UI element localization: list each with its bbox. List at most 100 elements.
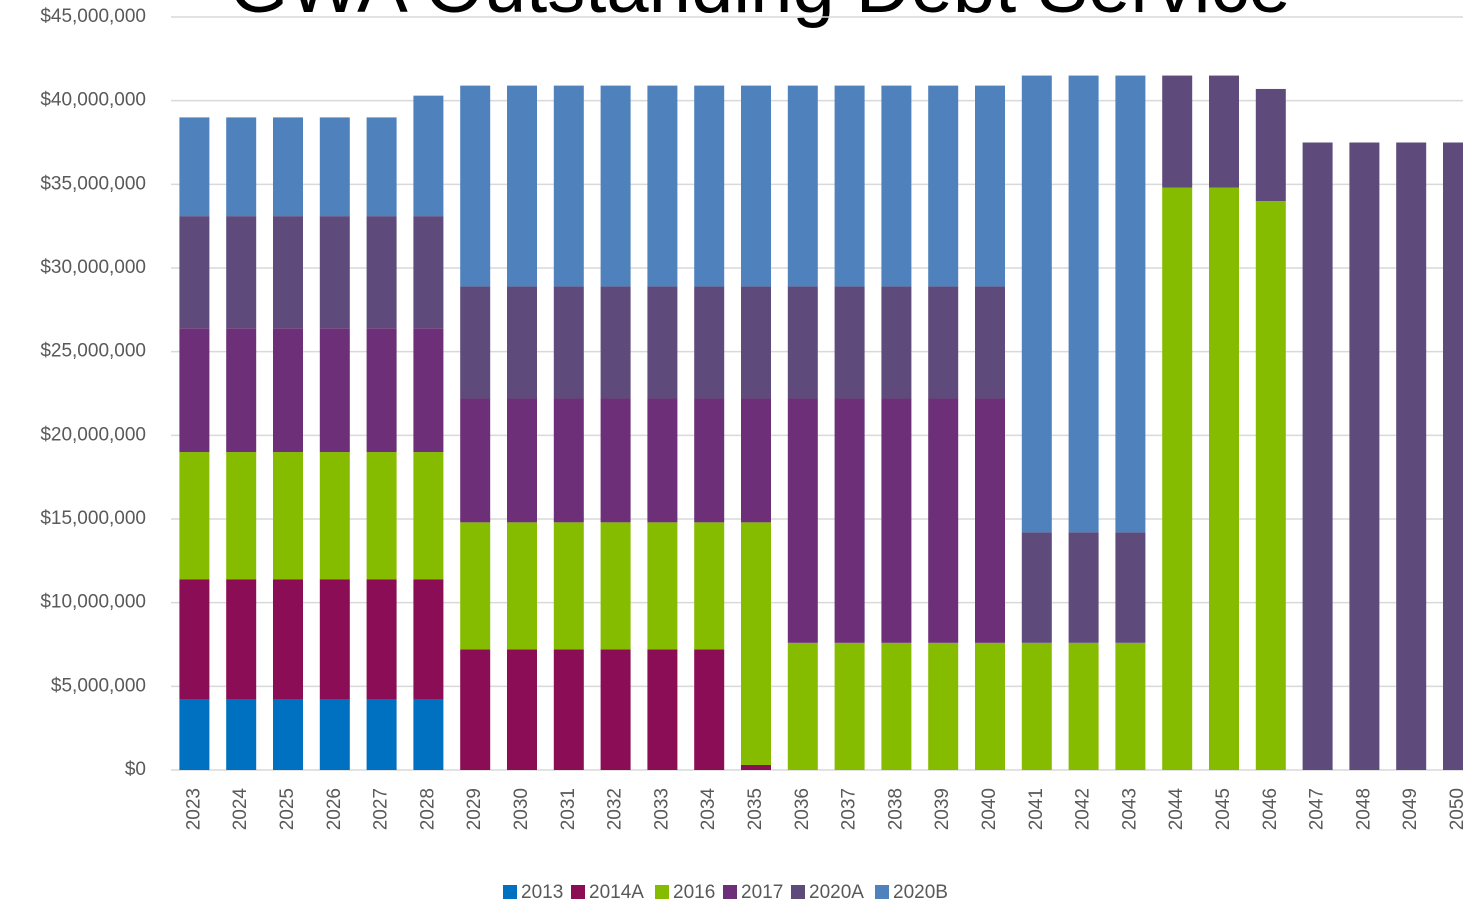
legend-swatch	[791, 885, 805, 899]
chart-title: GWA Outstanding Debt Service	[229, 0, 1291, 29]
bar-segment	[413, 95, 444, 217]
bar-segment	[460, 286, 491, 399]
bar-segment	[1349, 142, 1380, 770]
x-tick-label: 2026	[324, 788, 345, 830]
bar-segment	[460, 398, 491, 523]
bar-segment	[647, 522, 678, 650]
bar-segment	[741, 85, 771, 287]
bar-segment	[1443, 142, 1463, 770]
bar-segment	[273, 117, 303, 217]
bar-segment	[273, 579, 303, 700]
bar-segment	[366, 328, 397, 453]
bar-segment	[1115, 75, 1146, 533]
legend-swatch	[875, 885, 889, 899]
y-tick-label: $15,000,000	[40, 508, 146, 529]
bar-segment	[975, 85, 1005, 287]
bar-segment	[1068, 75, 1099, 533]
bar-segment	[928, 286, 959, 399]
x-tick-label: 2035	[745, 788, 766, 830]
bar-segment	[319, 328, 350, 453]
x-tick-label: 2046	[1260, 788, 1281, 830]
bar-segment	[179, 699, 210, 770]
x-tick-label: 2023	[183, 788, 204, 830]
x-tick-label: 2034	[698, 788, 719, 831]
bar-segment	[1396, 142, 1427, 770]
bar-segment	[413, 699, 444, 770]
bar-segment	[975, 286, 1005, 399]
y-tick-label: $5,000,000	[51, 675, 146, 696]
x-tick-label: 2037	[839, 788, 860, 830]
x-tick-label: 2039	[932, 788, 953, 830]
bar-segment	[647, 286, 678, 399]
bar-segment	[507, 85, 537, 287]
x-tick-label: 2032	[605, 788, 626, 830]
legend-label: 2020B	[893, 882, 948, 903]
bar-segment	[413, 452, 444, 580]
bar-segment	[179, 216, 210, 329]
bar-segment	[179, 117, 210, 217]
bar-segment	[741, 286, 771, 399]
bar-segment	[1302, 142, 1333, 770]
legend-label: 2016	[673, 882, 715, 903]
bar-segment	[1115, 532, 1146, 643]
x-tick-label: 2033	[651, 788, 672, 830]
bar-segment	[928, 642, 959, 770]
bar-segment	[226, 452, 257, 580]
bar-segment	[1115, 642, 1146, 770]
bar-segment	[881, 286, 912, 399]
bar-segment	[881, 398, 912, 643]
bar-segment	[319, 117, 350, 217]
bar-segment	[553, 85, 584, 287]
y-tick-label: $40,000,000	[40, 90, 146, 111]
bar-segment	[179, 452, 210, 580]
y-tick-label: $45,000,000	[40, 6, 146, 27]
bar-segment	[319, 699, 350, 770]
bar-segment	[600, 85, 631, 287]
bar-segment	[273, 328, 303, 453]
bar-segment	[928, 85, 959, 287]
bar-segment	[1209, 187, 1239, 770]
bar-segment	[1162, 187, 1193, 770]
x-tick-label: 2029	[464, 788, 485, 830]
bar-segment	[1209, 75, 1239, 188]
bar-segment	[834, 642, 865, 770]
bar-segment	[975, 398, 1005, 643]
x-tick-label: 2028	[417, 788, 438, 830]
bar-segment	[1021, 75, 1052, 533]
legend-label: 2013	[521, 882, 563, 903]
x-tick-label: 2042	[1073, 788, 1094, 830]
x-tick-label: 2043	[1119, 788, 1140, 830]
bar-segment	[1162, 75, 1193, 188]
y-tick-label: $20,000,000	[40, 424, 146, 445]
bar-segment	[553, 649, 584, 770]
bar-segment	[787, 85, 818, 287]
bar-segment	[1255, 201, 1286, 771]
bar-segment	[647, 649, 678, 770]
bar-segment	[226, 579, 257, 700]
bar-segment	[507, 398, 537, 523]
bar-segment	[834, 85, 865, 287]
x-tick-label: 2049	[1400, 788, 1421, 830]
bar-segment	[366, 452, 397, 580]
bar-segment	[647, 85, 678, 287]
x-tick-label: 2025	[277, 788, 298, 830]
bar-segment	[741, 764, 771, 770]
bar-segment	[507, 522, 537, 650]
bar-segment	[226, 216, 257, 329]
bar-segment	[226, 117, 257, 217]
y-tick-label: $10,000,000	[40, 592, 146, 613]
bar-segment	[460, 85, 491, 287]
bar-segment	[273, 216, 303, 329]
bar-segment	[694, 85, 725, 287]
x-tick-label: 2036	[792, 788, 813, 830]
bar-segment	[319, 452, 350, 580]
bar-segment	[834, 286, 865, 399]
bar-segment	[273, 699, 303, 770]
bar-segment	[694, 398, 725, 523]
bar-segment	[413, 216, 444, 329]
bar-segment	[460, 522, 491, 650]
bar-segment	[319, 579, 350, 700]
legend-label: 2017	[741, 882, 783, 903]
y-tick-label: $25,000,000	[40, 341, 146, 362]
